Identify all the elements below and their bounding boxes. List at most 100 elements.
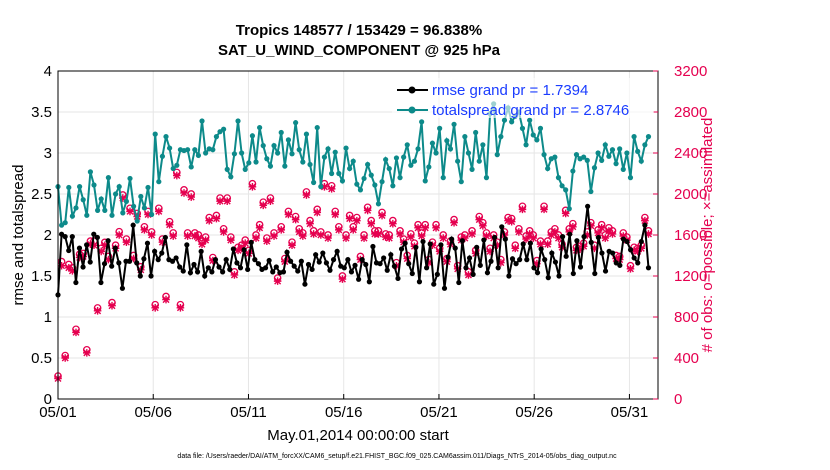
totalspread-point [300, 159, 306, 165]
obs-assimilated-point [583, 231, 592, 239]
obs-assimilated-point [234, 246, 242, 255]
y-tick-label: 3.5 [31, 104, 52, 121]
totalspread-point [285, 137, 292, 143]
obs-assimilated-point [309, 230, 318, 238]
totalspread-point [437, 125, 443, 131]
obs-assimilated-point [270, 232, 278, 240]
totalspread-point [242, 166, 248, 172]
rmse-point [309, 266, 315, 273]
rmse-point [391, 263, 397, 269]
rmse-point [109, 263, 115, 269]
obs-assimilated-point [97, 247, 106, 256]
totalspread-point [174, 162, 180, 168]
obs-assimilated-point [561, 209, 570, 218]
totalspread-point [397, 175, 403, 181]
rmse-point [234, 260, 240, 266]
rmse-point [237, 265, 244, 271]
obs-assimilated-point [216, 197, 224, 205]
rmse-point [220, 269, 226, 275]
totalspread-point [599, 157, 605, 163]
totalspread-point [440, 175, 446, 181]
totalspread-point [66, 184, 72, 191]
totalspread-point [401, 154, 407, 160]
totalspread-point [429, 140, 436, 146]
rmse-point [452, 245, 458, 251]
rmse-point [316, 259, 322, 265]
obs-assimilated-point [79, 252, 88, 261]
totalspread-point [170, 165, 176, 172]
totalspread-point [613, 161, 619, 167]
totalspread-point [113, 191, 119, 197]
obs-assimilated-point [363, 206, 372, 215]
rmse-point [406, 261, 412, 267]
totalspread-point [87, 169, 94, 175]
totalspread-point [303, 131, 310, 137]
obs-assimilated-point [518, 205, 527, 214]
rmse-point [119, 285, 126, 291]
obs-assimilated-point [144, 210, 152, 219]
rmse-point [520, 241, 526, 247]
rmse-point [159, 250, 165, 256]
obs-assimilated-point [637, 244, 646, 253]
obs-assimilated-point [367, 219, 376, 228]
rmse-point [227, 266, 233, 273]
rmse-point [130, 222, 136, 228]
y2-tick-label: 1600 [674, 227, 707, 244]
rmse-point [184, 242, 190, 248]
totalspread-point [203, 150, 209, 156]
rmse-point [334, 248, 340, 254]
totalspread-point [390, 183, 396, 189]
obs-assimilated-point [486, 247, 494, 256]
obs-assimilated-point [536, 240, 545, 249]
totalspread-point [249, 133, 256, 139]
obs-assimilated-point [93, 307, 102, 315]
rmse-point [313, 252, 319, 258]
obs-assimilated-point [601, 234, 610, 242]
rmse-point [270, 269, 276, 275]
obs-assimilated-point [299, 232, 307, 240]
y2-axis-label: # of obs: o=possible; ×=assimilated [699, 118, 716, 353]
rmse-point [155, 257, 161, 263]
totalspread-point [620, 166, 626, 172]
totalspread-point [185, 147, 191, 153]
rmse-point [198, 248, 204, 254]
rmse-point [180, 268, 186, 274]
rmse-point [187, 270, 194, 276]
rmse-point [488, 258, 494, 264]
series-layer [54, 101, 653, 383]
rmse-point [402, 240, 408, 246]
totalspread-point [80, 197, 86, 203]
rmse-point [116, 260, 122, 266]
obs-assimilated-point [587, 221, 595, 230]
totalspread-point [527, 117, 533, 123]
rmse-point [592, 270, 598, 277]
obs-assimilated-point [317, 231, 325, 239]
rmse-point [574, 238, 580, 244]
obs-assimilated-point [619, 232, 628, 240]
obs-assimilated-point [641, 216, 649, 225]
totalspread-point [275, 150, 281, 156]
totalspread-point [375, 201, 382, 207]
obs-assimilated-point [360, 234, 368, 242]
rmse-point [542, 257, 548, 263]
totalspread-point [451, 121, 457, 127]
totalspread-point [602, 142, 608, 148]
rmse-point [366, 279, 372, 285]
rmse-point [66, 247, 72, 254]
x-tick-label: 05/11 [230, 404, 266, 421]
rmse-point [624, 238, 630, 245]
rmse-point [466, 255, 473, 261]
totalspread-point [357, 187, 364, 193]
footer-datafile: data file: /Users/raeder/DAI/ATM_forcXX/… [177, 453, 617, 460]
obs-assimilated-point [464, 271, 473, 279]
totalspread-point [221, 126, 227, 132]
obs-assimilated-point [122, 238, 131, 246]
x-tick-label: 05/01 [39, 404, 77, 421]
obs-assimilated-point [525, 230, 534, 238]
rmse-point [101, 261, 108, 267]
obs-assimilated-point [183, 232, 192, 240]
obs-assimilated-point [450, 218, 458, 227]
totalspread-point [573, 152, 580, 158]
totalspread-point [498, 134, 504, 140]
totalspread-point [116, 184, 122, 190]
